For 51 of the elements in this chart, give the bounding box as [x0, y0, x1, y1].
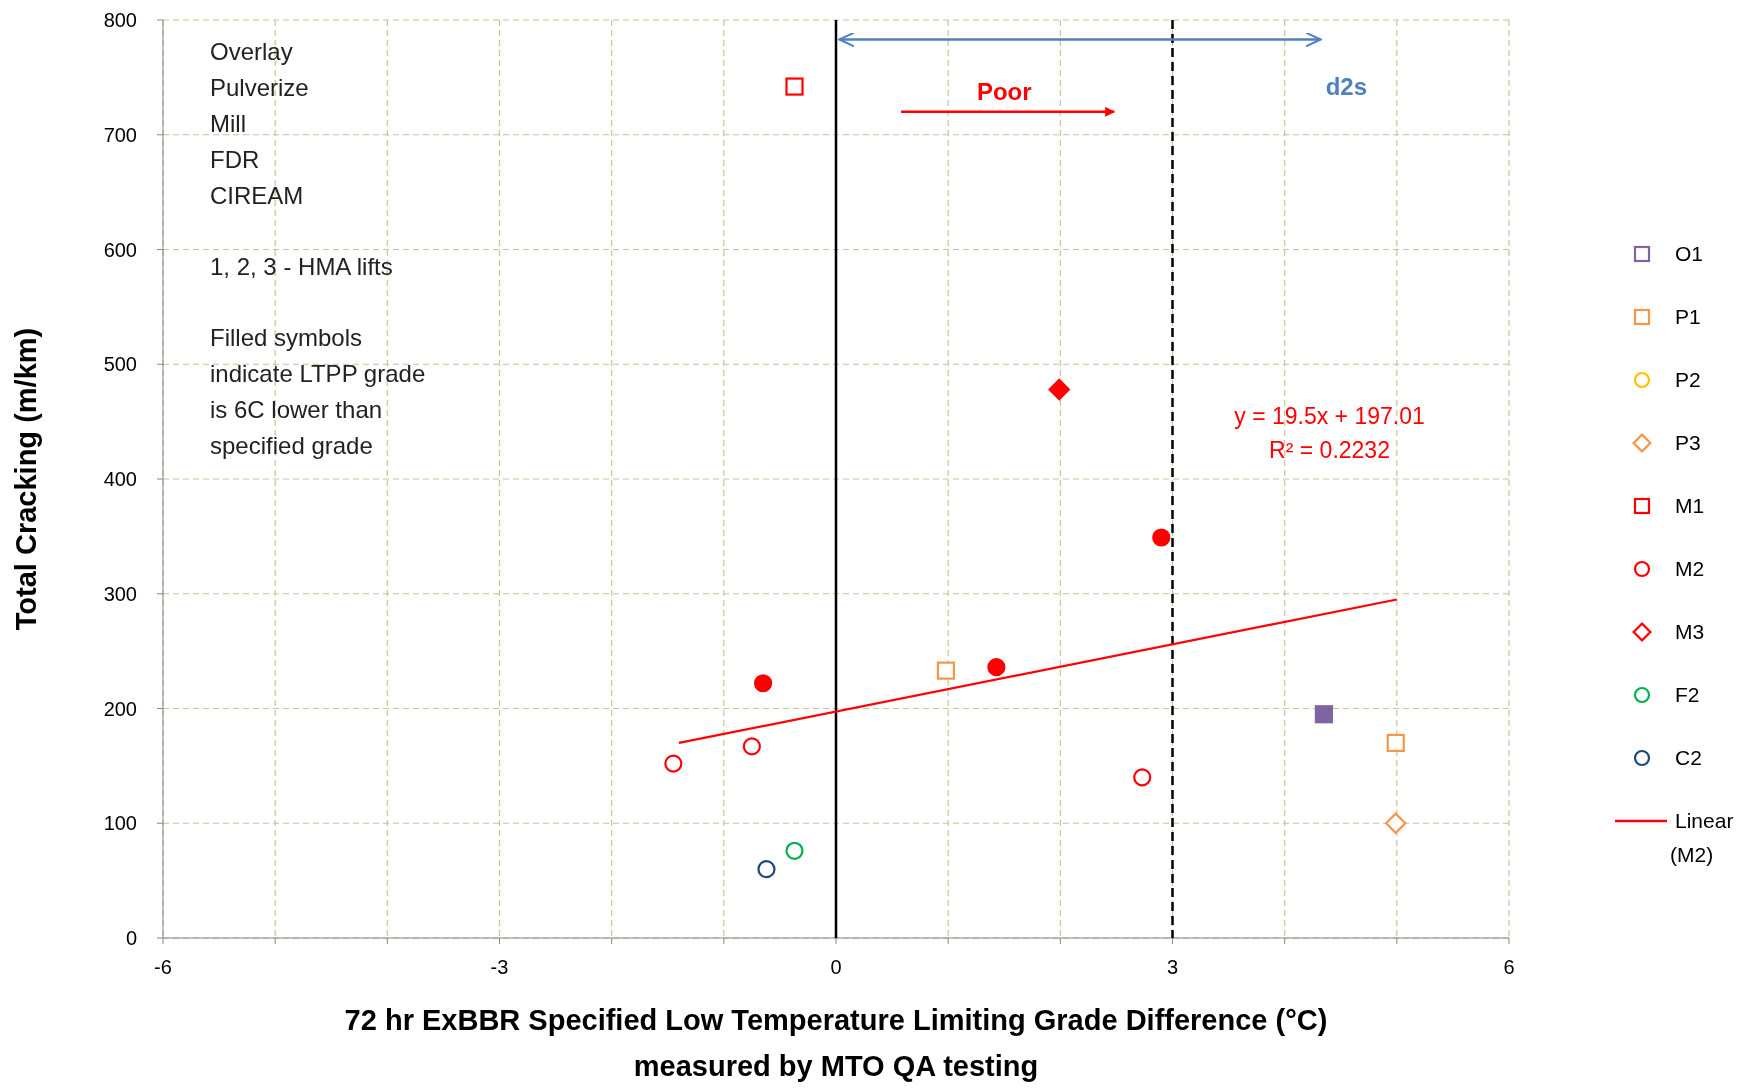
y-tick-label: 400	[103, 468, 137, 490]
legend-label: M2	[1675, 557, 1705, 580]
legend-label: P1	[1675, 305, 1701, 328]
annotation: FDR	[210, 146, 260, 173]
annotation: Poor	[976, 78, 1032, 106]
legend-label: P3	[1675, 431, 1701, 454]
point	[1385, 812, 1407, 834]
y-axis-title: Total Cracking (m/km)	[10, 327, 42, 631]
legend-label: C2	[1675, 746, 1702, 769]
annotation: Pulverize	[210, 74, 309, 101]
point	[936, 661, 956, 680]
annotation: Filled symbols indicate LTPP grade is 6C lower than specified grade	[210, 324, 426, 459]
point	[1048, 378, 1070, 401]
point	[753, 674, 773, 693]
x-tick-label: -6	[154, 956, 172, 978]
y-tick-label: 100	[103, 812, 137, 835]
point	[1133, 768, 1152, 787]
annotation: y = 19.5x + 197.01	[1234, 402, 1425, 429]
point	[987, 658, 1006, 677]
point	[1314, 705, 1334, 724]
y-tick-label: 700	[103, 123, 137, 146]
annotation: Overlay	[210, 38, 293, 65]
point	[785, 841, 804, 860]
legend-label: O1	[1675, 242, 1704, 265]
x-tick-label: -3	[490, 956, 509, 978]
annotation: R² = 0.2232	[1269, 437, 1390, 464]
y-tick-label: 500	[103, 353, 137, 376]
point	[1152, 528, 1171, 547]
annotation: 1, 2, 3 - HMA lifts	[210, 253, 393, 280]
y-tick-label: 0	[125, 927, 137, 949]
x-tick-label: 0	[830, 956, 842, 978]
point	[1386, 733, 1405, 753]
point	[785, 77, 804, 96]
annotation: Mill	[210, 110, 246, 137]
legend-label: Linear (M2)	[1670, 809, 1734, 866]
y-tick-label: 600	[103, 238, 137, 261]
annotation: CIREAM	[210, 182, 304, 209]
legend-label: F2	[1675, 683, 1700, 706]
y-tick-label: 300	[103, 582, 137, 605]
x-tick-label: 6	[1503, 956, 1515, 978]
point	[757, 860, 776, 879]
x-axis-title: 72 hr ExBBR Specified Low Temperature Limiting Grade Difference (°C) measured by MTO QA testing	[344, 1004, 1328, 1082]
legend-label: M3	[1675, 620, 1705, 643]
point	[742, 737, 761, 756]
point	[664, 754, 683, 773]
y-tick-label: 200	[103, 697, 137, 720]
annotation: d2s	[1325, 72, 1368, 100]
legend-label: P2	[1675, 368, 1701, 391]
y-tick-label: 800	[103, 9, 137, 31]
x-tick-label: 3	[1166, 956, 1179, 978]
legend-label: M1	[1675, 494, 1705, 517]
